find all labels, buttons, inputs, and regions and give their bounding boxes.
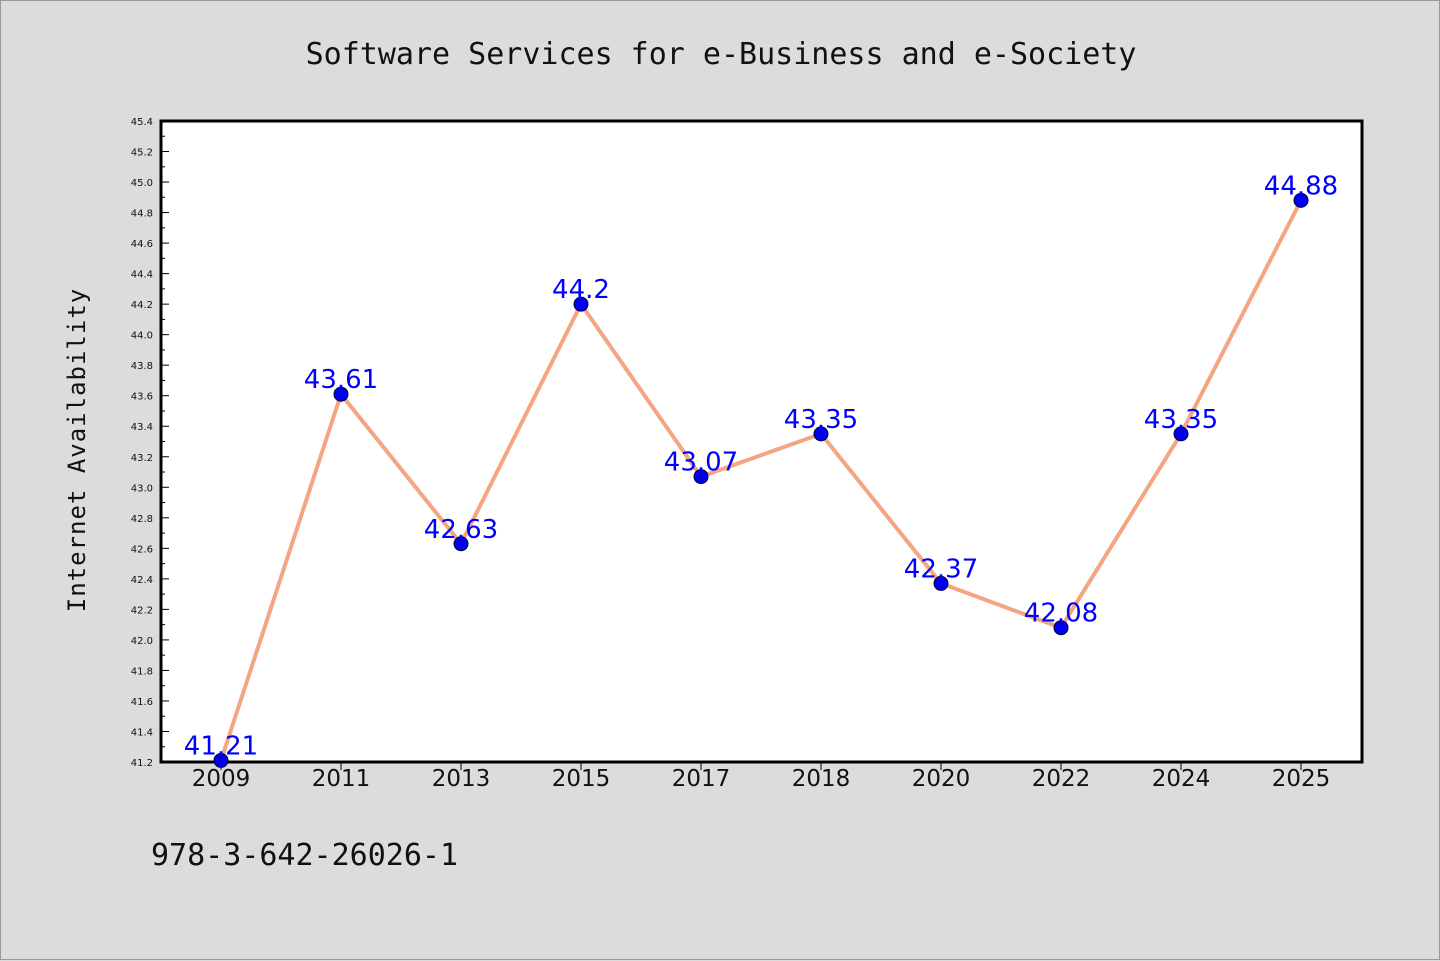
isbn-footer: 978-3-642-26026-1	[151, 838, 458, 873]
y-tick-label: 41.8	[131, 666, 153, 677]
y-tick-label: 41.2	[131, 758, 153, 769]
data-point-2022	[1053, 620, 1069, 636]
data-point-2013	[453, 536, 469, 552]
y-tick-label: 44.6	[131, 239, 153, 250]
x-tick-label: 2011	[312, 766, 371, 792]
y-tick-label: 42.4	[131, 575, 153, 586]
data-point-2017	[693, 469, 709, 485]
data-label: 42.37	[904, 554, 978, 584]
y-tick-label: 44.0	[131, 331, 153, 342]
data-label: 43.35	[784, 405, 858, 435]
x-tick-label: 2018	[792, 766, 851, 792]
y-tick-label: 43.0	[131, 483, 153, 494]
data-labels-group: 41.21 43.61 42.63 44.2 43.07 43.35 42.37 42.08 4…	[184, 171, 1338, 761]
x-tick-label: 2024	[1152, 766, 1211, 792]
y-tick-label: 44.2	[131, 300, 153, 311]
data-point-2024	[1173, 426, 1189, 442]
y-tick-label: 45.4	[131, 117, 153, 128]
x-tick-label: 2022	[1032, 766, 1091, 792]
x-tick-label: 2009	[192, 766, 251, 792]
series-line-group	[219, 199, 1303, 762]
data-point-2025	[1293, 192, 1309, 208]
y-tick-label: 41.4	[131, 727, 153, 738]
data-point-2011	[333, 386, 349, 402]
plot-area	[159, 119, 1364, 764]
x-tick-label: 2017	[672, 766, 731, 792]
y-tick-label: 44.4	[131, 270, 153, 281]
data-point-2020	[933, 575, 949, 591]
data-label: 42.63	[424, 515, 498, 545]
y-tick-label: 41.6	[131, 697, 153, 708]
x-tick-label: 2013	[432, 766, 491, 792]
y-tick-label: 43.2	[131, 453, 153, 464]
series-line	[219, 199, 1303, 762]
y-axis: 41.2 41.4 41.6 41.8 42.0 42.2 42.4 42.6 42.8 43.0…	[131, 117, 169, 769]
y-tick-label: 45.2	[131, 148, 153, 159]
y-tick-label: 43.4	[131, 422, 153, 433]
x-tick-label: 2020	[912, 766, 971, 792]
y-tick-label: 42.2	[131, 605, 153, 616]
y-tick-label: 43.8	[131, 361, 153, 372]
data-point-2015	[573, 296, 589, 312]
x-axis: 2009 2011 2013 2015 2017 2018 2020 2022 2024 2025	[192, 762, 1331, 792]
y-tick-label: 43.6	[131, 392, 153, 403]
data-label: 43.07	[664, 448, 738, 478]
data-label: 43.35	[1144, 405, 1218, 435]
data-label: 43.61	[304, 365, 378, 395]
data-label: 42.08	[1024, 599, 1098, 629]
data-label: 44.88	[1264, 171, 1338, 201]
y-axis-label: Internet Availability	[63, 288, 91, 612]
x-tick-label: 2025	[1272, 766, 1331, 792]
data-point-2018	[813, 426, 829, 442]
data-point-2009	[213, 752, 229, 768]
markers-group	[213, 192, 1309, 768]
y-tick-label: 42.0	[131, 636, 153, 647]
chart-title: Software Services for e-Business and e-S…	[306, 37, 1137, 72]
data-label: 41.21	[184, 731, 258, 761]
y-tick-label: 42.6	[131, 544, 153, 555]
data-label: 44.2	[552, 275, 610, 305]
x-tick-label: 2015	[552, 766, 611, 792]
y-tick-label: 44.8	[131, 209, 153, 220]
y-tick-label: 42.8	[131, 514, 153, 525]
y-tick-label: 45.0	[131, 178, 153, 189]
